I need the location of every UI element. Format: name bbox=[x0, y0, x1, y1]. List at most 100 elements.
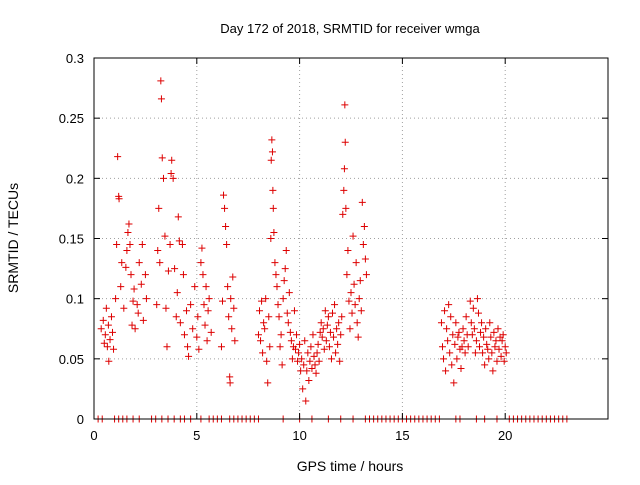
data-point-marker bbox=[180, 331, 188, 339]
data-point-marker bbox=[266, 343, 274, 351]
data-point-marker bbox=[303, 367, 311, 375]
data-point-marker bbox=[351, 301, 359, 309]
data-point-marker bbox=[300, 361, 308, 369]
data-point-marker bbox=[278, 361, 286, 369]
data-point-marker bbox=[123, 247, 131, 255]
data-point-marker bbox=[138, 241, 146, 249]
data-point-marker bbox=[157, 77, 165, 85]
data-point-marker bbox=[476, 343, 483, 351]
data-point-marker bbox=[126, 241, 134, 249]
data-points-layer bbox=[94, 77, 571, 423]
data-point-marker bbox=[451, 340, 459, 348]
data-point-marker bbox=[328, 309, 336, 317]
data-point-marker bbox=[486, 319, 494, 327]
data-point-marker bbox=[220, 191, 228, 199]
data-point-marker bbox=[258, 297, 266, 305]
data-point-marker bbox=[122, 263, 130, 271]
x-tick-label: 5 bbox=[193, 428, 200, 443]
data-point-marker bbox=[268, 148, 276, 156]
data-point-marker bbox=[445, 301, 453, 309]
data-point-marker bbox=[106, 336, 114, 344]
data-point-marker bbox=[298, 355, 306, 363]
data-point-marker bbox=[280, 277, 288, 285]
data-point-marker bbox=[321, 307, 329, 315]
data-point-marker bbox=[487, 333, 495, 341]
data-point-marker bbox=[171, 265, 179, 273]
data-point-marker bbox=[100, 339, 108, 347]
data-point-marker bbox=[205, 295, 213, 303]
data-point-marker bbox=[128, 321, 136, 329]
data-point-marker bbox=[341, 138, 349, 146]
data-point-marker bbox=[104, 321, 112, 329]
data-point-marker bbox=[291, 345, 299, 353]
data-point-marker bbox=[355, 295, 363, 303]
data-point-marker bbox=[227, 295, 235, 303]
data-point-marker bbox=[134, 309, 142, 317]
data-point-marker bbox=[129, 297, 137, 305]
data-point-marker bbox=[498, 337, 506, 345]
data-point-marker bbox=[359, 241, 367, 249]
data-point-marker bbox=[305, 376, 313, 384]
data-point-marker bbox=[276, 343, 284, 351]
data-point-marker bbox=[175, 237, 183, 245]
data-point-marker bbox=[489, 367, 497, 375]
data-point-marker bbox=[294, 357, 302, 365]
data-point-marker bbox=[361, 255, 369, 263]
data-point-marker bbox=[155, 204, 163, 212]
data-point-marker bbox=[202, 283, 210, 291]
data-point-marker bbox=[173, 289, 181, 297]
data-point-marker bbox=[466, 297, 474, 305]
data-point-marker bbox=[101, 331, 109, 339]
data-point-marker bbox=[112, 295, 120, 303]
y-tick-label: 0 bbox=[77, 412, 84, 427]
data-point-marker bbox=[306, 357, 314, 365]
x-tick-label: 15 bbox=[395, 428, 409, 443]
data-point-marker bbox=[339, 210, 347, 218]
data-point-marker bbox=[193, 333, 201, 341]
data-point-marker bbox=[222, 222, 230, 230]
data-point-marker bbox=[304, 349, 312, 357]
data-point-marker bbox=[290, 307, 298, 315]
data-point-marker bbox=[340, 165, 348, 173]
data-point-marker bbox=[481, 361, 489, 369]
tick-labels-layer: 0 5 10 15 20 0 0.05 0.1 0.15 0.2 0.25 0.3 bbox=[59, 51, 513, 443]
data-point-marker bbox=[358, 198, 366, 206]
data-point-marker bbox=[453, 355, 461, 363]
data-point-marker bbox=[103, 343, 111, 351]
data-point-marker bbox=[450, 379, 458, 387]
data-point-marker bbox=[346, 325, 354, 333]
data-point-marker bbox=[262, 295, 270, 303]
y-tick-label: 0.1 bbox=[66, 292, 84, 307]
data-point-marker bbox=[99, 316, 107, 324]
data-point-marker bbox=[224, 283, 232, 291]
data-point-marker bbox=[360, 222, 368, 230]
data-point-marker bbox=[283, 309, 291, 317]
data-point-marker bbox=[217, 343, 225, 351]
data-point-marker bbox=[281, 265, 289, 273]
data-point-marker bbox=[137, 280, 145, 288]
data-point-marker bbox=[195, 345, 203, 353]
data-point-marker bbox=[442, 367, 450, 375]
chart-title: Day 172 of 2018, SRMTID for receiver wmg… bbox=[220, 21, 480, 36]
data-point-marker bbox=[447, 313, 455, 321]
data-point-marker bbox=[169, 174, 177, 182]
data-point-marker bbox=[221, 204, 229, 212]
data-point-marker bbox=[327, 355, 335, 363]
data-point-marker bbox=[319, 325, 327, 333]
data-point-marker bbox=[334, 340, 342, 348]
data-point-marker bbox=[127, 271, 135, 279]
data-point-marker bbox=[349, 232, 357, 240]
data-point-marker bbox=[272, 271, 280, 279]
y-tick-label: 0.25 bbox=[59, 111, 84, 126]
data-point-marker bbox=[139, 316, 147, 324]
data-point-marker bbox=[130, 285, 138, 293]
data-point-marker bbox=[296, 340, 304, 348]
data-point-marker bbox=[226, 373, 234, 381]
data-point-marker bbox=[256, 307, 264, 315]
data-point-marker bbox=[191, 283, 199, 291]
data-point-marker bbox=[269, 204, 277, 212]
data-point-marker bbox=[308, 364, 316, 372]
data-point-marker bbox=[284, 319, 292, 327]
data-point-marker bbox=[184, 343, 192, 351]
